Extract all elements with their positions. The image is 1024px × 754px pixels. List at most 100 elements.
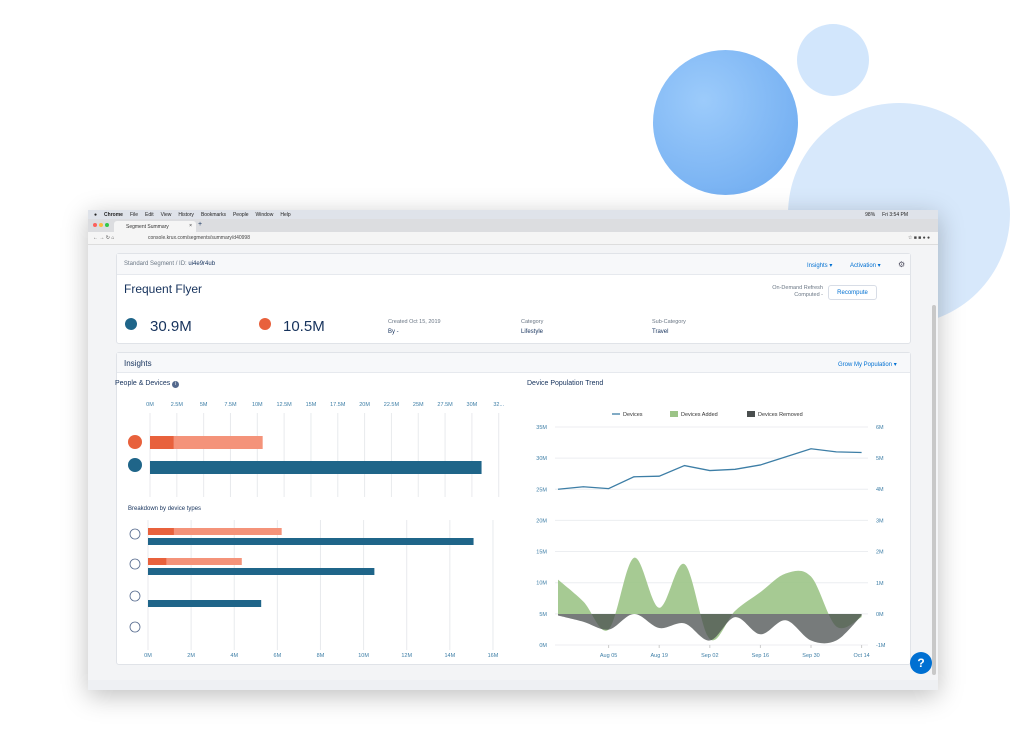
x-tick-label: Aug 05 [600,653,617,659]
x-tick-label: 20M [359,402,370,408]
address-bar: ← → ↻ ⌂ console.krux.com/segments/summar… [88,232,938,245]
left-axis-label: 25M [536,487,547,493]
bar-people-total [148,528,282,535]
left-axis-label: 10M [536,581,547,587]
x-tick-label: 2M [187,653,195,659]
menu-help[interactable]: Help [280,211,291,218]
page-title: Frequent Flyer [124,282,203,296]
menu-bookmarks[interactable]: Bookmarks [200,211,226,218]
left-axis-label: 35M [536,425,547,431]
menu-chrome[interactable]: Chrome [104,211,123,218]
x-tick-label: 32... [493,402,504,408]
insights-menu[interactable]: Insights ▾ [807,263,833,269]
x-tick-label: 10M [358,653,369,659]
x-tick-label: Aug 19 [650,653,667,659]
refresh-label: On-Demand Refresh [772,285,823,291]
x-tick-label: 12.5M [276,402,292,408]
left-axis-label: 20M [536,518,547,524]
left-axis-label: 15M [536,550,547,556]
devices-added-area [558,557,862,641]
menu-people[interactable]: People [232,211,249,218]
legend-devices: Devices [623,412,643,418]
recompute-button[interactable]: Recompute [828,285,877,300]
decor-circle-small [797,24,869,96]
category-label: Category [521,319,544,325]
x-tick-label: Sep 30 [802,653,819,659]
x-tick-label: 7.5M [224,402,237,408]
x-tick-label: 8M [317,653,325,659]
x-tick-label: 2.5M [171,402,184,408]
people-devices-title: People & Devices i [115,380,180,388]
left-axis-label: 5M [539,612,547,618]
x-tick-label: Sep 16 [752,653,769,659]
extensions-icons[interactable]: ☆ ■ ■ ● ● [907,235,930,241]
menu-view[interactable]: View [160,211,172,218]
x-tick-label: 5M [200,402,208,408]
x-tick-label: 22.5M [384,402,400,408]
menu-window[interactable]: Window [255,211,274,218]
bar-devices [150,461,482,474]
bar-devices [148,538,474,545]
x-tick-label: 17.5M [330,402,346,408]
menu-file[interactable]: File [129,211,138,218]
devices-icon [128,458,142,472]
right-axis-label: 0M [876,612,884,618]
people-icon [259,318,271,330]
left-axis-label: 30M [536,456,547,462]
close-window-button[interactable] [93,223,97,227]
x-tick-label: 12M [401,653,412,659]
new-tab-button[interactable]: + [198,221,203,228]
globe-icon [129,528,141,540]
tab-title: Segment Summary [126,224,169,230]
bar-people-total [148,558,242,565]
bar-devices [148,600,262,607]
scrollbar[interactable] [932,305,936,675]
left-axis-label: 0M [539,643,547,649]
x-tick-label: 0M [144,653,152,659]
bar-people-total [150,436,263,449]
menu-edit[interactable]: Edit [145,211,154,218]
gear-icon[interactable]: ⚙ [898,260,906,269]
help-button[interactable]: ? [910,652,932,674]
people-count: 10.5M [283,318,325,335]
x-tick-label: Oct 14 [853,653,869,659]
x-tick-label: 0M [146,402,154,408]
back-forward-reload-icons[interactable]: ← → ↻ ⌂ [93,235,115,241]
x-tick-label: 14M [444,653,455,659]
computed-label: Computed - [794,292,823,298]
created-date: Created Oct 15, 2019 [388,319,441,325]
zoom-window-button[interactable] [105,223,109,227]
x-tick-label: 27.5M [437,402,453,408]
activation-menu[interactable]: Activation ▾ [850,263,881,269]
grow-population-menu[interactable]: Grow My Population ▾ [838,362,897,368]
x-tick-label: 30M [467,402,478,408]
footer [88,680,938,690]
apple-icon[interactable]: ● [94,211,98,218]
compass-icon [129,590,141,602]
trend-title: Device Population Trend [527,380,604,387]
tab-segment-summary[interactable]: Segment Summary × [114,221,196,232]
bar-people-segment [150,436,174,449]
devices-icon [125,318,137,330]
bar-people-segment [148,528,174,535]
url-input[interactable]: console.krux.com/segments/summary/d40998 [148,235,250,241]
tab-strip: Segment Summary × + [88,219,938,232]
decor-circle-medium [653,50,798,195]
right-axis-label: 4M [876,487,884,493]
minimize-window-button[interactable] [99,223,103,227]
menu-history[interactable]: History [178,211,194,218]
legend-removed: Devices Removed [758,412,803,418]
subcategory-value: Travel [652,329,669,335]
right-axis-label: -1M [876,643,886,649]
legend-added: Devices Added [681,412,718,418]
mac-menubar: ● Chrome File Edit View History Bookmark… [88,210,938,219]
breadcrumb[interactable]: Standard Segment / ID: [124,261,187,267]
x-tick-label: 25M [413,402,424,408]
x-tick-label: 10M [252,402,263,408]
info-icon[interactable]: i [172,381,180,388]
close-tab-icon[interactable]: × [189,223,192,229]
breakdown-title: Breakdown by device types [128,506,202,512]
right-axis-label: 5M [876,456,884,462]
legend-removed-swatch [747,411,755,417]
